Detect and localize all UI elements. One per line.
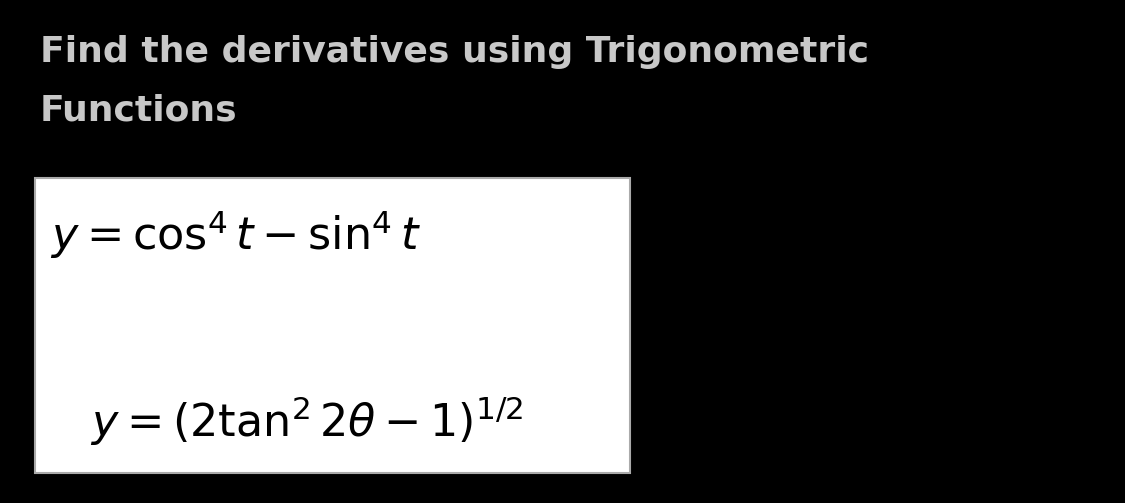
Text: Functions: Functions bbox=[40, 93, 237, 127]
Text: Find the derivatives using Trigonometric: Find the derivatives using Trigonometric bbox=[40, 35, 868, 69]
Text: $y = \cos^4 t - \sin^4 t$: $y = \cos^4 t - \sin^4 t$ bbox=[50, 208, 421, 261]
FancyBboxPatch shape bbox=[35, 178, 630, 473]
Text: $y = \left(2\tan^2 2\theta - 1\right)^{1/2}$: $y = \left(2\tan^2 2\theta - 1\right)^{1… bbox=[90, 394, 523, 448]
